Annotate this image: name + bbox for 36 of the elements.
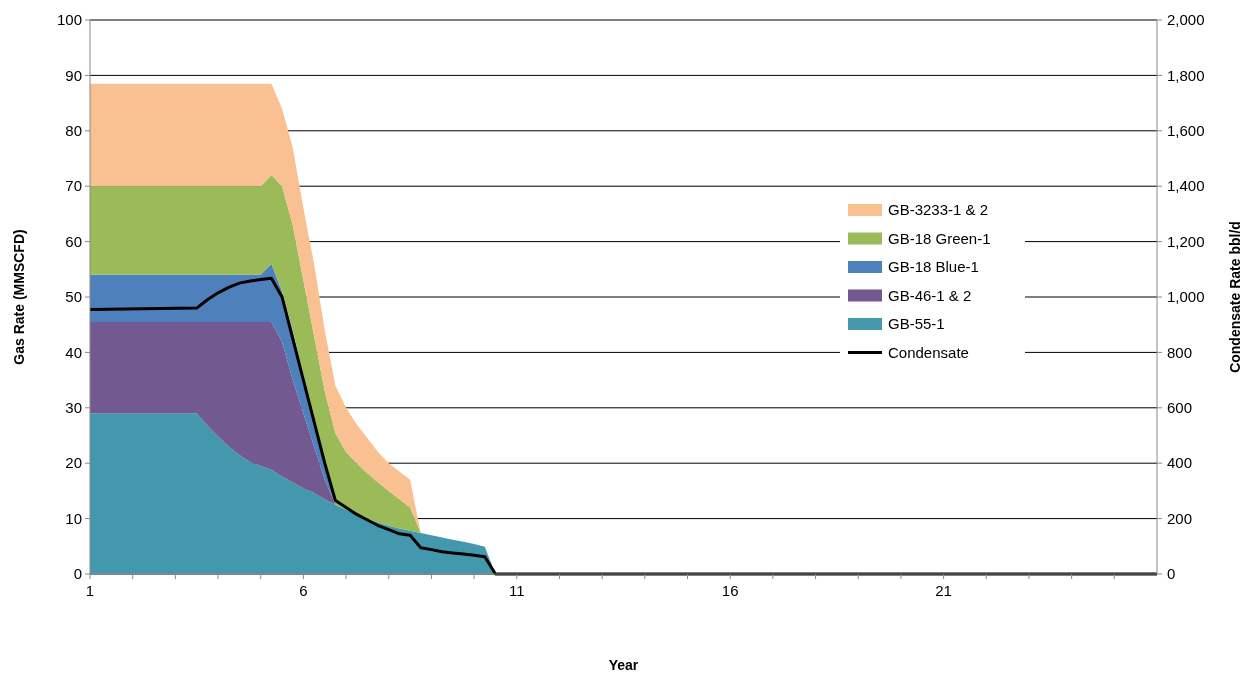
legend-label: GB-18 Blue-1: [888, 258, 979, 276]
legend-label: GB-18 Green-1: [888, 229, 991, 247]
x-tick-label: 16: [721, 582, 739, 599]
y2-tick-label: 400: [1167, 454, 1193, 472]
y2-tick-label: 1,400: [1167, 177, 1205, 195]
legend-label: GB-46-1 & 2: [888, 286, 972, 304]
y2-tick-label: 1,200: [1167, 232, 1205, 250]
y-tick-label: 0: [73, 565, 82, 583]
y2-tick-label: 1,800: [1167, 66, 1205, 84]
y2-tick-label: 200: [1167, 509, 1193, 527]
legend-label: GB-55-1: [888, 315, 945, 333]
y-tick-label: 30: [65, 399, 82, 417]
y2-tick-label: 800: [1167, 343, 1193, 361]
y-tick-label: 10: [65, 509, 82, 527]
y2-tick-label: 0: [1167, 565, 1176, 583]
y-tick-label: 80: [65, 122, 82, 140]
y-tick-label: 40: [65, 343, 82, 361]
y-tick-label: 90: [65, 66, 82, 84]
y-tick-label: 100: [56, 11, 82, 29]
legend-label: GB-3233-1 & 2: [888, 201, 989, 219]
y2-tick-label: 600: [1167, 399, 1193, 417]
x-tick-label: 21: [935, 582, 952, 599]
y-tick-label: 20: [65, 454, 82, 472]
y-tick-label: 70: [65, 177, 82, 195]
x-axis-title: Year: [608, 657, 639, 673]
y-tick-label: 60: [65, 232, 82, 250]
y2-tick-label: 2,000: [1167, 11, 1205, 29]
y2-tick-label: 1,000: [1167, 288, 1205, 306]
y-axis-title: Gas Rate (MMSCFD): [11, 229, 27, 365]
y-tick-label: 50: [65, 288, 82, 306]
legend-label: Condensate: [888, 343, 969, 361]
x-tick-label: 1: [85, 582, 95, 599]
y2-tick-label: 1,600: [1167, 122, 1205, 140]
y2-axis-title: Condensate Rate bbl/d: [1227, 221, 1243, 373]
x-tick-label: 6: [299, 582, 308, 599]
x-tick-label: 11: [509, 582, 525, 599]
